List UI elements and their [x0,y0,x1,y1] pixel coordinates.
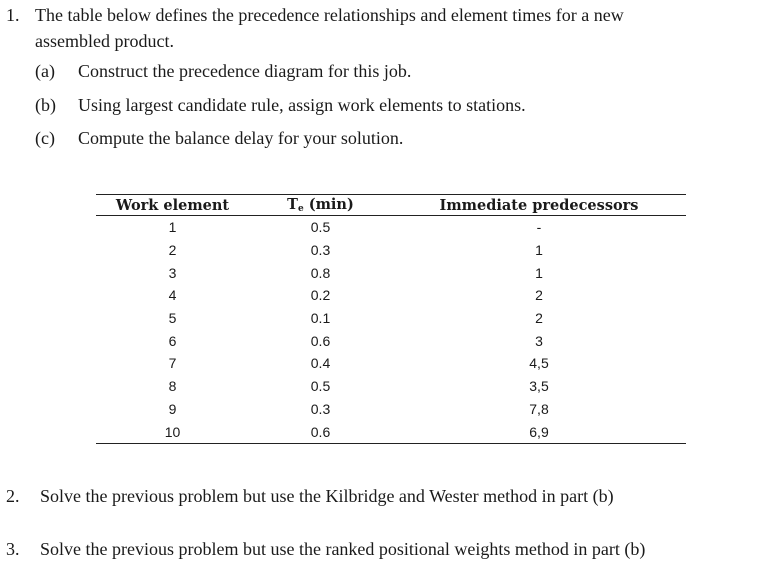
cell-element: 1 [168,219,177,236]
cell-predecessors: 2 [535,287,543,304]
part-b: (b) Using largest candidate rule, assign … [35,92,526,126]
cell-time: 0.3 [310,400,331,417]
table-row: 6 0.6 3 [96,329,686,352]
cell-time: 0.8 [310,264,331,281]
header-time-unit: (min) [303,196,354,213]
cell-time: 0.1 [310,310,331,327]
header-time-main: T [287,196,298,213]
precedence-table: Work element Te (min) Immediate predeces… [96,194,686,444]
question-1-line1: 1. The table below defines the precedence… [6,2,762,28]
precedence-table-container: Work element Te (min) Immediate predeces… [96,194,686,444]
question-1-text-line1: The table below defines the precedence r… [35,5,624,25]
question-1: 1. The table below defines the precedence… [6,2,762,54]
cell-predecessors: - [536,219,542,236]
cell-time: 0.2 [310,287,331,304]
table-row: 4 0.2 2 [96,284,686,307]
cell-time: 0.6 [310,332,331,349]
question-3-number: 3. [6,539,20,559]
question-3-text: Solve the previous problem but use the r… [40,539,646,559]
cell-element: 6 [168,332,177,349]
cell-element: 7 [168,355,177,372]
cell-element: 8 [168,378,177,395]
header-predecessors: Immediate predecessors [439,196,639,214]
question-1-text-line2: assembled product. [35,31,174,51]
cell-predecessors: 3,5 [529,378,549,395]
cell-predecessors: 1 [535,264,543,281]
question-1-number: 1. [6,5,20,25]
header-work-element: Work element [115,196,230,214]
part-c-text: Compute the balance delay for your solut… [78,128,404,148]
part-b-text: Using largest candidate rule, assign wor… [78,94,526,115]
header-time: Te (min) [249,195,392,216]
part-c: (c) Compute the balance delay for your so… [35,125,526,159]
question-2: 2. Solve the previous problem but use the… [6,483,614,509]
table-row: 2 0.3 1 [96,239,686,262]
cell-element: 9 [168,400,177,417]
table-row: 9 0.3 7,8 [96,398,686,421]
table-row: 10 0.6 6,9 [96,420,686,444]
header-time-subscript: e [297,204,304,214]
question-1-parts: (a) Construct the precedence diagram for … [35,58,526,159]
part-b-label: (b) [35,94,56,115]
cell-time: 0.3 [310,242,331,259]
table-row: 7 0.4 4,5 [96,352,686,375]
table-header-row: Work element Te (min) Immediate predeces… [96,194,686,216]
part-a-text: Construct the precedence diagram for thi… [78,61,412,81]
cell-element: 5 [168,310,177,327]
question-2-number: 2. [6,486,20,506]
table-row: 3 0.8 1 [96,261,686,284]
part-c-label: (c) [35,128,55,148]
part-a-label: (a) [35,61,55,81]
table-row: 5 0.1 2 [96,307,686,330]
cell-time: 0.5 [310,378,331,395]
table-row: 1 0.5 - [96,216,686,239]
cell-element: 10 [164,423,181,440]
part-a: (a) Construct the precedence diagram for … [35,58,526,92]
cell-predecessors: 1 [535,242,543,259]
cell-time: 0.4 [310,355,331,372]
question-2-text: Solve the previous problem but use the K… [40,486,614,506]
cell-element: 3 [168,264,177,281]
cell-predecessors: 3 [535,332,543,349]
cell-predecessors: 4,5 [529,355,549,372]
cell-predecessors: 2 [535,310,543,327]
cell-element: 4 [168,287,177,304]
question-3: 3. Solve the previous problem but use the… [6,536,645,562]
cell-time: 0.6 [310,423,331,440]
cell-time: 0.5 [310,219,331,236]
table-row: 8 0.5 3,5 [96,375,686,398]
cell-predecessors: 6,9 [529,423,549,440]
cell-element: 2 [168,242,177,259]
cell-predecessors: 7,8 [529,400,549,417]
